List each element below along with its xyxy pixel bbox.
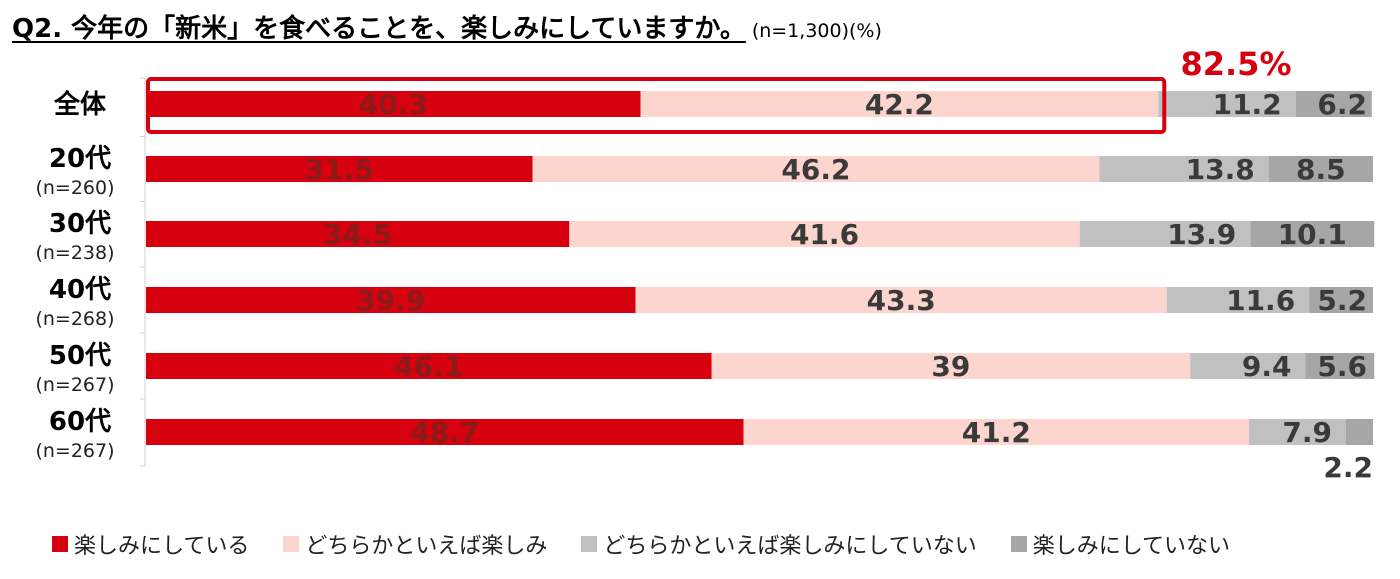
bar-segment <box>640 91 1159 117</box>
legend-label: 楽しみにしている <box>74 534 250 559</box>
bar-segment <box>1346 419 1373 445</box>
data-label: 10.1 <box>1278 218 1347 251</box>
category-label: 30代 <box>49 209 111 239</box>
bar-segment <box>1079 221 1251 247</box>
legend-label: どちらかといえば楽しみにしていない <box>603 534 977 559</box>
bar-segment <box>1158 91 1296 117</box>
bar-segment <box>569 221 1080 247</box>
category-sample-size: (n=260) <box>35 177 114 199</box>
legend-swatch <box>581 536 598 552</box>
bar-segment <box>1305 353 1375 379</box>
bar-segment <box>532 156 1100 182</box>
bar-segment <box>1166 287 1310 313</box>
sample-size-note: (n=1,300)(%) <box>751 20 882 42</box>
data-label: 46.1 <box>394 350 463 383</box>
bar-segment <box>1309 287 1373 313</box>
bar-segment <box>146 419 744 445</box>
bar-segment <box>146 221 570 247</box>
data-label: 39.9 <box>356 284 425 317</box>
data-label: 13.8 <box>1186 153 1255 186</box>
data-label: 11.6 <box>1226 284 1295 317</box>
category-label: 50代 <box>49 341 111 371</box>
data-label: 8.5 <box>1296 153 1346 186</box>
category-label: 60代 <box>49 407 111 437</box>
bar-segment <box>1190 353 1306 379</box>
data-label: 7.9 <box>1282 416 1332 449</box>
data-label: 31.5 <box>305 153 374 186</box>
legend-swatch <box>52 536 68 552</box>
bar-segment <box>1249 419 1347 445</box>
bar-segment <box>1268 156 1373 182</box>
chart-title: Q2. 今年の「新米」を食べることを、楽しみにしていますか。 (n=1,300)(… <box>12 8 882 45</box>
legend-label: 楽しみにしていない <box>1032 534 1231 559</box>
legend-swatch <box>283 536 300 552</box>
data-label: 39 <box>931 350 970 383</box>
data-label: 46.2 <box>781 153 850 186</box>
category-sample-size: (n=268) <box>35 308 114 330</box>
legend-item: どちらかといえば楽しみにしていない <box>581 528 977 560</box>
data-label: 43.3 <box>867 284 936 317</box>
bar-segment <box>635 287 1167 313</box>
legend-label: どちらかといえば楽しみ <box>305 534 548 559</box>
legend-item: どちらかといえば楽しみ <box>283 528 547 560</box>
category-sample-size: (n=238) <box>35 242 114 264</box>
data-label: 2.2 <box>1323 451 1373 484</box>
data-label: 6.2 <box>1317 88 1367 121</box>
category-sample-size: (n=267) <box>35 440 114 462</box>
category-label: 40代 <box>49 275 111 305</box>
category-label: 全体 <box>53 89 107 120</box>
bar-segment <box>146 156 533 182</box>
data-label: 13.9 <box>1167 218 1236 251</box>
category-sample-size: (n=267) <box>35 374 114 396</box>
data-label: 9.4 <box>1242 350 1292 383</box>
data-label: 34.5 <box>323 218 392 251</box>
bar-segment <box>146 287 636 313</box>
data-label: 41.6 <box>790 218 859 251</box>
data-label: 41.2 <box>962 416 1031 449</box>
data-label: 42.2 <box>865 88 934 121</box>
data-label: 5.2 <box>1317 284 1367 317</box>
legend-item: 楽しみにしていない <box>1010 528 1231 560</box>
question-text: Q2. 今年の「新米」を食べることを、楽しみにしていますか。 <box>12 14 746 44</box>
data-label: 5.6 <box>1317 350 1367 383</box>
data-label: 11.2 <box>1213 88 1282 121</box>
legend-item: 楽しみにしている <box>52 528 249 560</box>
data-label: 40.3 <box>359 88 428 121</box>
category-label: 20代 <box>49 144 111 174</box>
bar-segment <box>1099 156 1269 182</box>
bar-segment <box>1250 221 1375 247</box>
bar-segment <box>711 353 1191 379</box>
highlight-total-label: 82.5% <box>1180 45 1291 83</box>
bar-segment <box>743 419 1250 445</box>
bar-segment <box>146 353 712 379</box>
chart-legend: 楽しみにしている どちらかといえば楽しみ どちらかといえば楽しみにしていない 楽しみに… <box>52 528 1230 560</box>
bar-segment <box>1295 91 1372 117</box>
data-label: 48.7 <box>410 416 479 449</box>
legend-swatch <box>1010 536 1027 552</box>
bar-segment <box>146 91 641 117</box>
highlight-box <box>146 77 1167 134</box>
